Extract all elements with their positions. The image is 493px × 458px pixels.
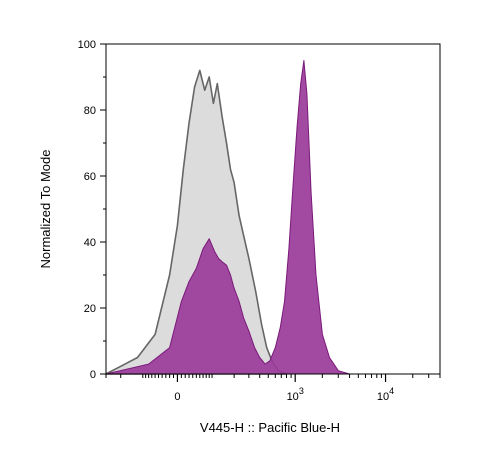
- series-2-area: [105, 60, 351, 375]
- series-1-area: [105, 69, 288, 375]
- x-tick-label: 0: [174, 391, 180, 403]
- y-tick-label: 40: [84, 237, 96, 249]
- x-tick-label: 103: [287, 386, 304, 403]
- y-axis-title: Normalized To Mode: [38, 150, 53, 269]
- x-tick-exponent: 3: [299, 386, 304, 396]
- x-axis-title: V445-H :: Pacific Blue-H: [200, 420, 340, 435]
- plot-frame: [105, 43, 441, 375]
- y-tick-label: 60: [84, 171, 96, 183]
- x-tick-label: 104: [377, 386, 394, 403]
- y-tick-label: 100: [78, 39, 96, 51]
- y-tick-label: 0: [90, 369, 96, 381]
- y-tick-label: 20: [84, 303, 96, 315]
- y-tick-label: 80: [84, 105, 96, 117]
- plot-area: [105, 60, 351, 375]
- axes: 0 20 40 60 80 100 0 103 104: [78, 39, 441, 403]
- x-tick-exponent: 4: [389, 386, 394, 396]
